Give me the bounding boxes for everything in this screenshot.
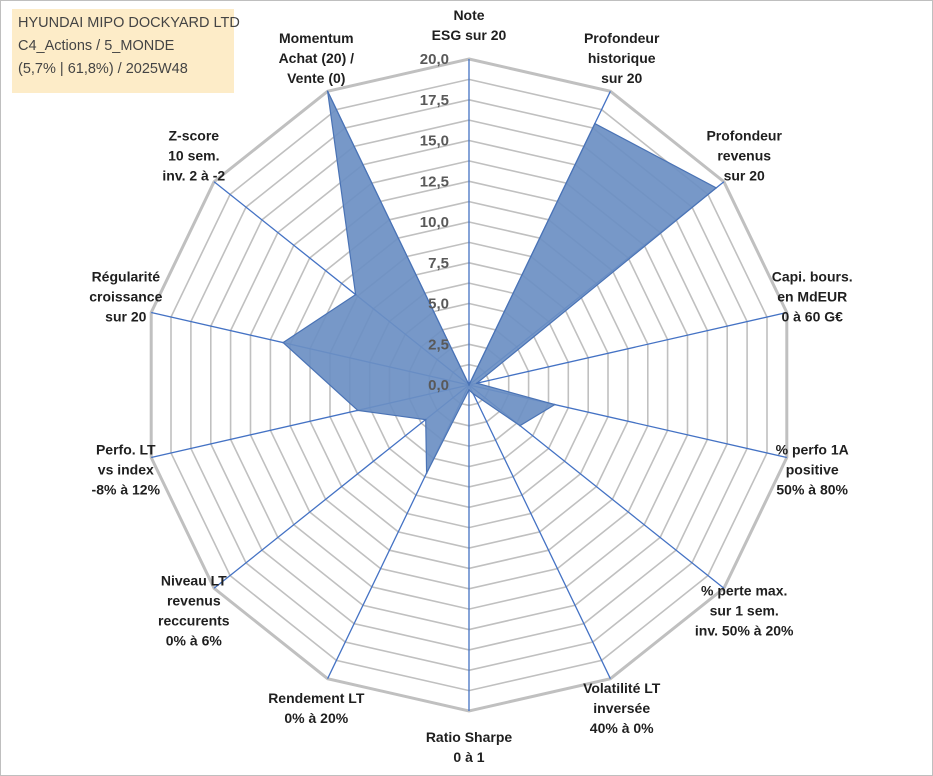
data-point <box>424 418 427 421</box>
data-point <box>326 90 329 93</box>
axis-label-line: ESG sur 20 <box>432 27 507 43</box>
axis-label: Z-score 10 sem. inv. 2 à -2 <box>162 128 225 184</box>
company-name: HYUNDAI MIPO DOCKYARD LTD <box>18 15 240 31</box>
axis-label-line: Z-score <box>169 128 220 144</box>
tick-label: 15,0 <box>420 133 449 150</box>
data-point <box>425 472 428 474</box>
data-point <box>554 403 556 406</box>
axis-label: Perfo. LT vs index -8% à 12% <box>92 441 161 497</box>
radar-area <box>282 90 718 474</box>
axis-label: Momentum Achat (20) / Vente (0) <box>279 30 355 86</box>
axis-label-line: Note <box>453 7 484 23</box>
axis-label-line: Régularité <box>92 269 161 285</box>
axis-label: Profondeur revenus sur 20 <box>706 128 782 184</box>
axis-label-line: 40% à 0% <box>590 720 654 736</box>
axis-label-line: sur 20 <box>724 168 765 184</box>
axis-label: Profondeur historique sur 20 <box>584 30 660 86</box>
axis-label: % perte max. sur 1 sem. inv. 50% à 20% <box>695 583 794 639</box>
axis-label-line: 0 à 60 G€ <box>781 309 843 325</box>
axis-label-line: 0% à 20% <box>284 710 348 726</box>
axis-label-line: 50% à 80% <box>776 481 848 497</box>
axis-label-line: Achat (20) / <box>279 50 355 66</box>
axis-label-line: % perfo 1A <box>776 441 849 457</box>
tick-label: 5,0 <box>428 296 449 313</box>
data-point <box>476 382 478 385</box>
tick-label: 7,5 <box>428 255 449 272</box>
axis-label-line: revenus <box>167 593 221 609</box>
axis-label-line: historique <box>588 50 656 66</box>
tick-label: 20,0 <box>420 51 449 68</box>
axis-label-line: reccurents <box>158 613 230 629</box>
axis-label: Niveau LT revenus reccurents 0% à 6% <box>158 573 230 649</box>
data-point <box>357 409 359 412</box>
axis-label: Ratio Sharpe 0 à 1 <box>426 729 513 765</box>
axis-label-line: -8% à 12% <box>92 481 161 497</box>
tick-label: 10,0 <box>420 214 449 231</box>
axis-label-line: revenus <box>717 148 771 164</box>
axis-label: Rendement LT 0% à 20% <box>268 690 365 726</box>
radial-tick-labels: 0,0 2,5 5,0 7,5 10,0 12,5 15,0 17,5 20,0 <box>420 51 449 394</box>
axis-label: Capi. bours. en MdEUR 0 à 60 G€ <box>772 269 853 325</box>
axis-spoke <box>468 311 787 386</box>
axis-label-line: Profondeur <box>706 128 782 144</box>
data-point <box>354 293 357 296</box>
axis-label: Note ESG sur 20 <box>432 7 507 43</box>
axis-label-line: Profondeur <box>584 30 660 46</box>
axis-label-line: Momentum <box>279 30 354 46</box>
axis-label-line: Volatilité LT <box>583 680 661 696</box>
axis-label-line: vs index <box>98 461 154 477</box>
axis-label: Volatilité LT inversée 40% à 0% <box>583 680 661 736</box>
data-point <box>594 122 596 125</box>
axis-labels: Note ESG sur 20 Profondeur historique sur 20… <box>89 7 852 765</box>
axis-label-line: sur 1 sem. <box>710 603 779 619</box>
axis-label-line: Perfo. LT <box>96 441 156 457</box>
axis-label-line: Rendement LT <box>268 690 365 706</box>
axis-label-line: sur 20 <box>601 70 642 86</box>
axis-label-line: inv. 2 à -2 <box>162 168 225 184</box>
data-point <box>472 393 475 395</box>
axis-label-line: Vente (0) <box>287 70 345 86</box>
axis-label-line: 0 à 1 <box>453 749 484 765</box>
data-point <box>282 341 284 344</box>
axis-label-line: Capi. bours. <box>772 269 853 285</box>
data-point <box>715 187 717 189</box>
info-box: HYUNDAI MIPO DOCKYARD LTD C4_Actions / 5… <box>12 9 240 93</box>
axis-label-line: inversée <box>593 700 650 716</box>
tick-label: 0,0 <box>428 377 449 394</box>
tick-label: 17,5 <box>420 92 449 109</box>
axis-label-line: % perte max. <box>701 583 787 599</box>
axis-label-line: Niveau LT <box>161 573 227 589</box>
axis-label-line: croissance <box>89 289 162 305</box>
tick-label: 12,5 <box>420 173 449 190</box>
category-label: C4_Actions / 5_MONDE <box>18 38 175 54</box>
axis-spoke <box>468 384 611 679</box>
tick-label: 2,5 <box>428 336 449 353</box>
axis-label-line: sur 20 <box>105 309 146 325</box>
data-point <box>468 389 470 391</box>
axis-label-line: 10 sem. <box>168 148 219 164</box>
axis-label-line: en MdEUR <box>777 289 847 305</box>
axis-label-line: Ratio Sharpe <box>426 729 513 745</box>
stats-label: (5,7% | 61,8%) / 2025W48 <box>18 61 188 77</box>
data-point <box>519 424 521 427</box>
axis-label-line: 0% à 6% <box>166 633 223 649</box>
axis-label-line: positive <box>786 461 839 477</box>
data-point <box>468 384 470 386</box>
axis-label-line: inv. 50% à 20% <box>695 623 794 639</box>
axis-label: % perfo 1A positive 50% à 80% <box>776 441 849 497</box>
axis-label: Régularité croissance sur 20 <box>89 269 162 325</box>
